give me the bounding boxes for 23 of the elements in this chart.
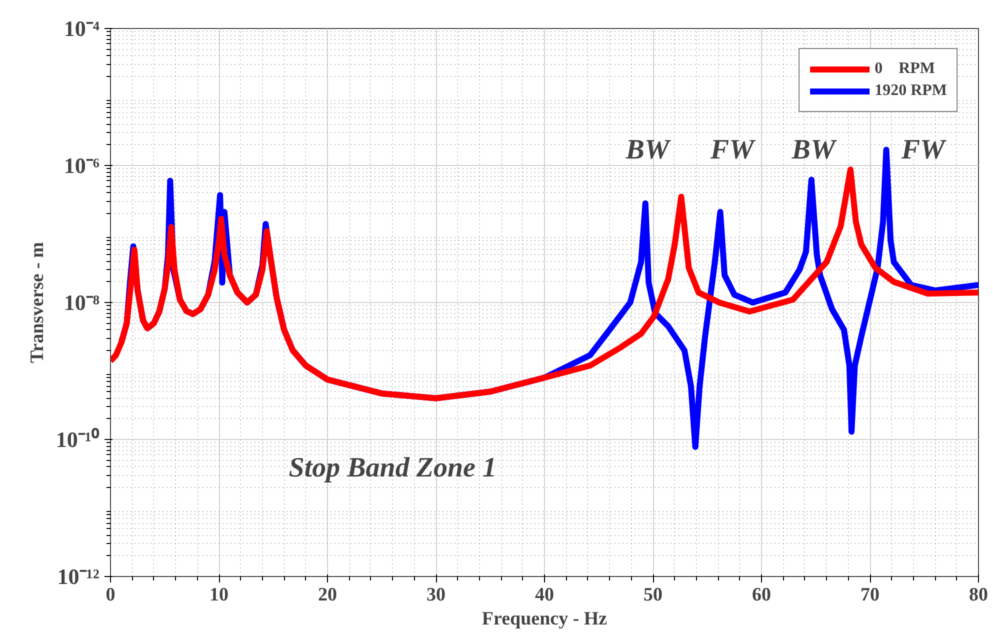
x-tick-label: 20 <box>318 584 337 606</box>
x-tick-label: 10 <box>210 584 228 606</box>
x-tick-label: 30 <box>426 584 446 606</box>
x-axis-title: Frequency - Hz <box>482 608 608 630</box>
y-tick-label: 10⁻¹² <box>57 564 100 589</box>
x-tick-label: 0 <box>106 584 116 606</box>
annotation: FW <box>900 134 948 166</box>
annotation: Stop Band Zone 1 <box>288 452 496 484</box>
annotation: BW <box>624 134 672 166</box>
legend-label: 1920 RPM <box>874 82 947 100</box>
x-tick-label: 60 <box>752 584 771 606</box>
y-tick-label: 10⁻⁶ <box>64 153 100 178</box>
x-tick-label: 40 <box>535 584 554 606</box>
y-axis-title: Transverse - m <box>26 242 48 363</box>
annotation: FW <box>709 134 756 166</box>
x-tick-label: 70 <box>860 584 880 606</box>
legend-label: 0 RPM <box>874 60 935 78</box>
y-tick-label: 10⁻¹⁰ <box>56 427 100 452</box>
y-tick-label: 10⁻⁴ <box>64 16 100 41</box>
y-tick-label: 10⁻⁸ <box>64 290 100 315</box>
x-tick-label: 80 <box>969 584 988 606</box>
x-tick-label: 50 <box>644 584 662 606</box>
annotation: BW <box>790 134 838 166</box>
